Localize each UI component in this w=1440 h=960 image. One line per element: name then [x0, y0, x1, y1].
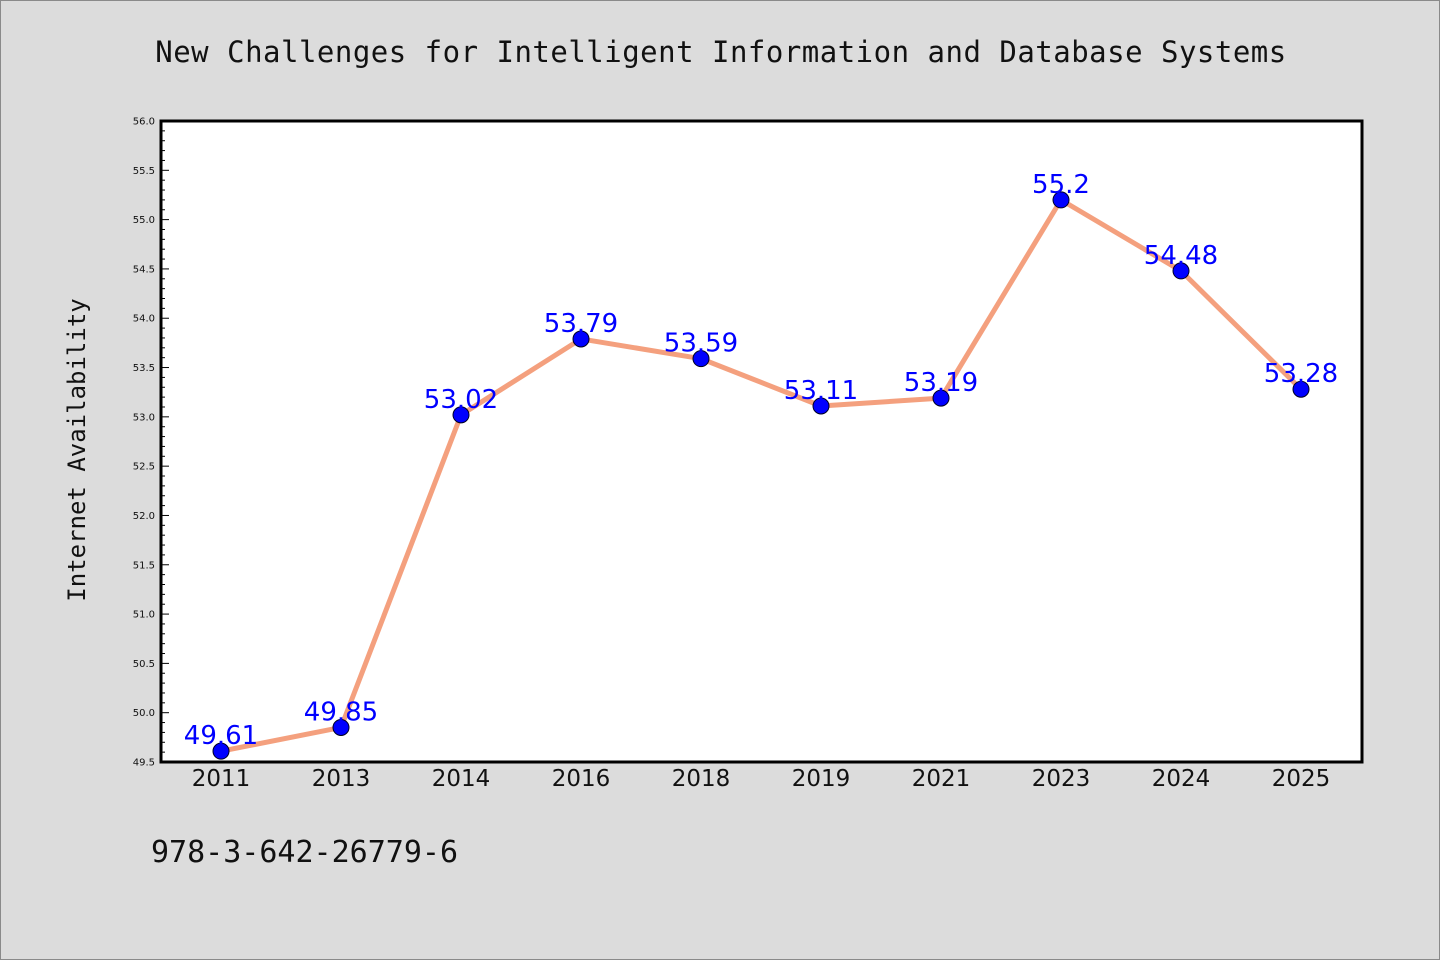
x-tick-label: 2021 — [912, 766, 971, 792]
x-tick-label: 2018 — [672, 766, 731, 792]
y-axis: 49.5 50.0 50.5 51.0 51.5 52.0 52.5 53.0 53.5 54.0… — [133, 117, 169, 769]
data-label: 53.11 — [784, 376, 858, 406]
data-label: 53.59 — [664, 329, 738, 359]
data-label: 54.48 — [1144, 241, 1218, 271]
y-tick-label: 51.5 — [133, 560, 155, 571]
y-tick-label: 49.5 — [133, 758, 155, 769]
data-point-marker — [812, 397, 830, 415]
series-layer: 49.61 49.85 53.02 53.79 53.59 53.11 53.19 55.2 5… — [184, 170, 1338, 760]
x-tick-label: 2023 — [1032, 766, 1091, 792]
y-tick-label: 56.0 — [133, 117, 155, 128]
chart-title: New Challenges for Intelligent Informati… — [155, 35, 1287, 69]
data-point-marker — [332, 718, 350, 736]
x-tick-label: 2011 — [192, 766, 251, 792]
x-tick-label: 2014 — [432, 766, 491, 792]
y-tick-label: 50.5 — [133, 659, 155, 670]
y-axis-title: Internet Availability — [63, 298, 91, 601]
data-point-marker — [692, 350, 710, 368]
data-label: 53.28 — [1264, 359, 1338, 389]
y-tick-label: 53.5 — [133, 363, 155, 374]
x-tick-label: 2016 — [552, 766, 611, 792]
y-tick-label: 54.0 — [133, 314, 155, 325]
plot-area — [159, 119, 1364, 764]
data-point-marker — [1052, 191, 1070, 209]
x-tick-label: 2019 — [792, 766, 851, 792]
y-tick-label: 51.0 — [133, 610, 155, 621]
x-axis: 2011 2013 2014 2016 2018 2019 2021 2023 2024 2025 — [192, 766, 1331, 792]
x-tick-label: 2025 — [1272, 766, 1331, 792]
data-label: 53.19 — [904, 368, 978, 398]
series-line — [218, 197, 1304, 754]
data-point-marker — [932, 389, 950, 407]
y-tick-label: 53.0 — [133, 412, 155, 423]
data-point-marker — [1172, 262, 1190, 280]
y-tick-label: 50.0 — [133, 708, 155, 719]
data-label: 49.61 — [184, 721, 258, 751]
data-label: 49.85 — [304, 697, 378, 727]
data-label: 55.2 — [1032, 170, 1090, 200]
data-point-marker — [572, 330, 590, 348]
y-tick-label: 55.5 — [133, 166, 155, 177]
data-label: 53.79 — [544, 309, 618, 339]
data-point-marker — [1292, 380, 1310, 398]
y-tick-label: 55.0 — [133, 215, 155, 226]
y-tick-label: 54.5 — [133, 264, 155, 275]
y-tick-label: 52.0 — [133, 511, 155, 522]
data-point-marker — [212, 742, 230, 760]
x-tick-label: 2024 — [1152, 766, 1211, 792]
y-tick-label: 52.5 — [133, 462, 155, 473]
isbn-text: 978-3-642-26779-6 — [151, 835, 459, 870]
data-label: 53.02 — [424, 385, 498, 415]
data-point-marker — [452, 406, 470, 424]
x-tick-label: 2013 — [312, 766, 371, 792]
